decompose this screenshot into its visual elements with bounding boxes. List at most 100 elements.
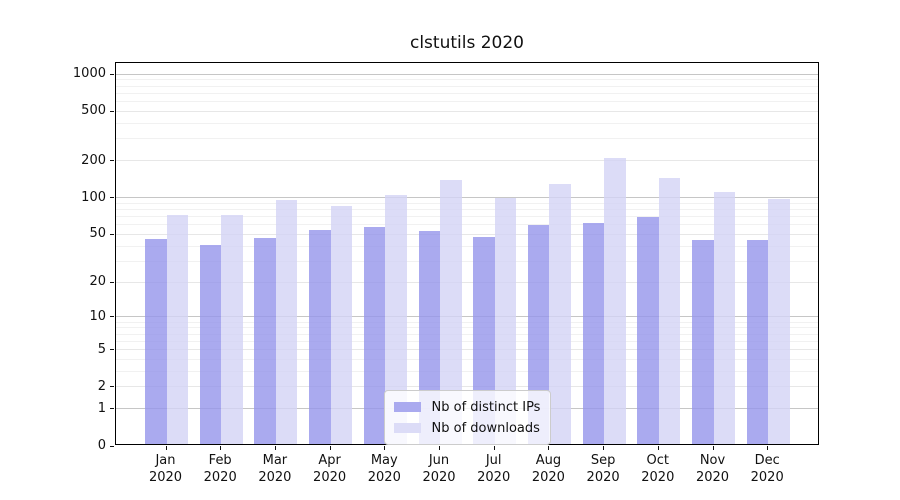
x-tick-mark xyxy=(439,446,440,450)
x-tick-month: Sep xyxy=(590,453,616,468)
x-tick-month: Jun xyxy=(428,453,450,468)
x-tick-label: Jun 2020 xyxy=(408,452,470,486)
bar-distinct-ips xyxy=(637,216,659,444)
y-tick-mark xyxy=(110,73,114,75)
x-tick-mark xyxy=(329,446,331,450)
y-tick-label: 2 xyxy=(97,378,106,394)
x-tick-label: May 2020 xyxy=(353,452,415,486)
x-tick-year: 2020 xyxy=(477,470,511,485)
y-tick-mark xyxy=(110,386,114,388)
bar-distinct-ips xyxy=(145,238,167,444)
gridline xyxy=(116,370,818,372)
x-tick-year: 2020 xyxy=(586,470,620,485)
legend-label: Nb of downloads xyxy=(431,420,540,436)
y-tick-mark xyxy=(110,349,114,351)
gridline xyxy=(116,208,818,210)
bar-downloads xyxy=(440,179,462,444)
bar-downloads xyxy=(604,157,626,444)
y-tick-mark xyxy=(110,281,114,283)
y-tick-mark xyxy=(110,316,114,318)
y-tick-mark xyxy=(110,233,114,235)
x-tick-year: 2020 xyxy=(531,470,565,485)
gridline xyxy=(116,160,818,162)
legend-item: Nb of distinct IPs xyxy=(393,398,541,416)
x-tick-month: Aug xyxy=(535,453,562,468)
x-tick-month: Feb xyxy=(208,453,232,468)
y-tick-label: 10 xyxy=(89,308,106,324)
y-tick-label: 500 xyxy=(81,103,106,119)
bar-distinct-ips xyxy=(527,224,550,444)
x-tick-year: 2020 xyxy=(750,470,784,485)
x-tick-label: Mar 2020 xyxy=(244,452,306,486)
bar-downloads xyxy=(549,183,571,444)
y-tick-label: 100 xyxy=(81,189,106,205)
gridline xyxy=(116,316,818,318)
gridline xyxy=(116,73,818,75)
chart-title: clstutils 2020 xyxy=(409,33,524,53)
x-tick-mark xyxy=(493,446,495,450)
x-tick-month: May xyxy=(370,453,398,468)
gridline xyxy=(116,327,818,329)
legend-label: Nb of distinct IPs xyxy=(431,399,541,415)
y-tick-mark xyxy=(110,445,114,447)
x-tick-year: 2020 xyxy=(203,470,237,485)
gridline xyxy=(116,333,818,335)
gridline xyxy=(116,216,818,218)
gridline xyxy=(116,197,818,199)
x-tick-mark xyxy=(767,446,769,450)
x-tick-month: Jan xyxy=(155,453,176,468)
x-tick-label: Feb 2020 xyxy=(189,452,251,486)
y-tick-label: 5 xyxy=(97,341,106,357)
x-tick-month: Mar xyxy=(262,453,288,468)
bar-distinct-ips xyxy=(363,226,386,444)
y-tick-label: 0 xyxy=(97,438,106,453)
gridline xyxy=(116,85,818,87)
y-tick-label: 1000 xyxy=(72,66,106,82)
gridline xyxy=(116,281,818,283)
x-tick-mark xyxy=(712,446,714,450)
bar-downloads xyxy=(494,197,517,444)
x-tick-label: Jul 2020 xyxy=(463,452,525,486)
x-tick-month: Dec xyxy=(754,453,780,468)
x-tick-mark xyxy=(548,446,550,450)
x-tick-label: Sep 2020 xyxy=(572,452,634,486)
bar-downloads xyxy=(221,215,243,444)
x-tick-year: 2020 xyxy=(313,470,347,485)
bar-downloads xyxy=(713,192,735,444)
x-tick-label: Dec 2020 xyxy=(736,452,798,486)
x-tick-month: Jul xyxy=(485,453,502,468)
gridline xyxy=(116,122,818,124)
x-tick-label: Aug 2020 xyxy=(517,452,579,486)
x-tick-month: Apr xyxy=(318,453,341,468)
y-tick-mark xyxy=(110,110,114,112)
gridline xyxy=(116,202,818,204)
y-tick-label: 50 xyxy=(89,226,106,242)
gridline xyxy=(116,386,818,388)
bar-downloads xyxy=(658,178,681,444)
bar-distinct-ips xyxy=(746,239,769,444)
y-tick-label: 1 xyxy=(97,400,106,416)
bar-distinct-ips xyxy=(254,237,276,444)
x-tick-month: Oct xyxy=(646,453,670,468)
legend-swatch xyxy=(393,402,421,412)
gridline xyxy=(116,79,818,81)
x-tick-year: 2020 xyxy=(422,470,456,485)
x-tick-mark xyxy=(274,446,276,450)
bar-downloads xyxy=(385,194,407,444)
y-tick-mark xyxy=(110,160,114,162)
x-tick-mark xyxy=(165,446,167,450)
gridline xyxy=(116,233,818,235)
x-tick-label: Apr 2020 xyxy=(299,452,361,486)
bar-downloads xyxy=(330,206,353,444)
x-tick-year: 2020 xyxy=(367,470,401,485)
legend: Nb of distinct IPs Nb of downloads xyxy=(383,390,551,445)
bar-downloads xyxy=(275,199,298,444)
bar-distinct-ips xyxy=(692,239,714,444)
legend-item: Nb of downloads xyxy=(393,419,540,437)
y-tick-mark xyxy=(110,408,114,410)
legend-swatch xyxy=(393,423,421,433)
gridline xyxy=(116,260,818,262)
plot-area xyxy=(115,62,819,445)
gridline xyxy=(116,101,818,103)
